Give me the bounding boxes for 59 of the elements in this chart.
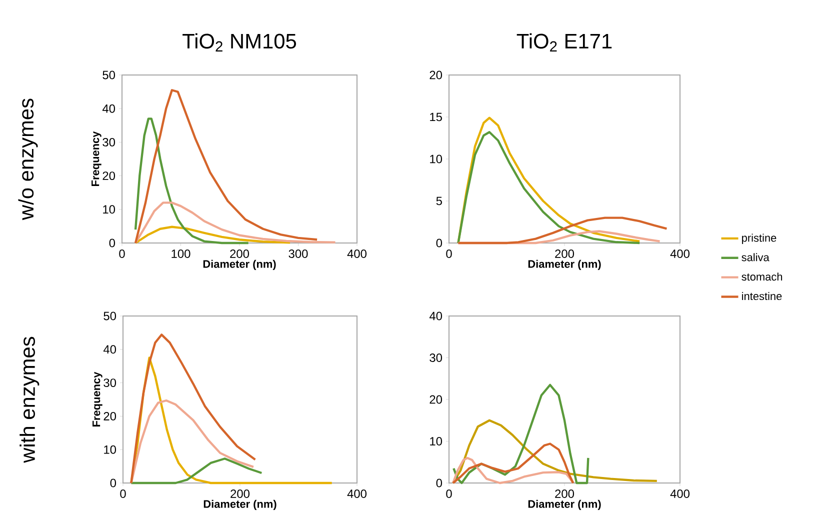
text: w/o enzymes	[18, 98, 38, 220]
y-tick-label: 30	[104, 378, 116, 388]
y-tick-label: 40	[103, 345, 116, 354]
x-axis-title: Diameter (nm)	[528, 500, 601, 510]
x-axis-title: Diameter (nm)	[204, 500, 276, 510]
chart-title: TiO$_{2}$ E171	[516, 33, 612, 52]
x-tick-label: 400	[670, 250, 690, 258]
chart-title: TiO$_{2}$ NM105	[182, 33, 296, 52]
x-tick-label: 300	[288, 250, 308, 258]
line-series	[134, 226, 292, 244]
y-axis-title: Frequency	[92, 131, 102, 186]
y-tick-label: 20	[430, 395, 442, 404]
x-tick-label: 200	[555, 490, 574, 498]
x-tick-label: 0	[446, 250, 452, 258]
y-tick-label: 20	[430, 70, 442, 80]
line-series	[452, 456, 574, 484]
legend-label: intestine	[742, 292, 782, 300]
y-tick-label: 10	[430, 154, 442, 164]
y-tick-label: 30	[430, 354, 442, 362]
y-tick-label: 0	[110, 478, 116, 488]
legend-label: saliva	[742, 253, 770, 262]
line-series	[457, 216, 668, 244]
y-tick-label: 0	[436, 238, 442, 248]
y-tick-label: 40	[102, 104, 116, 113]
text: with enzymes	[20, 336, 40, 463]
y-tick-label: 30	[102, 138, 116, 146]
y-tick-label: 0	[109, 238, 116, 248]
x-tick-label: 400	[347, 250, 367, 258]
y-tick-label: 10	[430, 437, 442, 446]
y-tick-label: 40	[429, 312, 442, 320]
y-tick-label: 50	[102, 70, 116, 80]
line-series	[452, 442, 574, 484]
x-axis-title: Diameter (nm)	[528, 260, 601, 270]
y-tick-label: 50	[104, 312, 116, 320]
legend-label: pristine	[742, 234, 776, 244]
line-series	[130, 458, 263, 484]
x-tick-label: 200	[555, 250, 574, 258]
y-tick-label: 20	[102, 172, 116, 180]
y-tick-label: 20	[104, 412, 116, 420]
line-series	[452, 384, 590, 484]
x-tick-label: 400	[670, 490, 690, 498]
y-tick-label: 0	[436, 478, 442, 488]
y-axis-title: Frequency	[92, 372, 102, 426]
x-tick-label: 0	[119, 250, 125, 258]
x-tick-label: 400	[347, 490, 367, 498]
y-tick-label: 15	[430, 112, 442, 122]
line-series	[134, 202, 336, 244]
y-tick-label: 10	[103, 205, 116, 214]
x-tick-label: 0	[446, 490, 452, 498]
x-tick-label: 100	[172, 250, 190, 258]
x-tick-label: 0	[120, 490, 126, 498]
line-series	[130, 334, 256, 484]
y-tick-label: 5	[436, 196, 442, 206]
y-tick-label: 10	[104, 445, 116, 454]
x-axis-title: Diameter (nm)	[203, 260, 276, 270]
x-tick-label: 200	[230, 250, 250, 258]
legend-label: stomach	[742, 272, 782, 281]
line-series	[134, 118, 250, 244]
x-tick-label: 200	[230, 490, 250, 498]
